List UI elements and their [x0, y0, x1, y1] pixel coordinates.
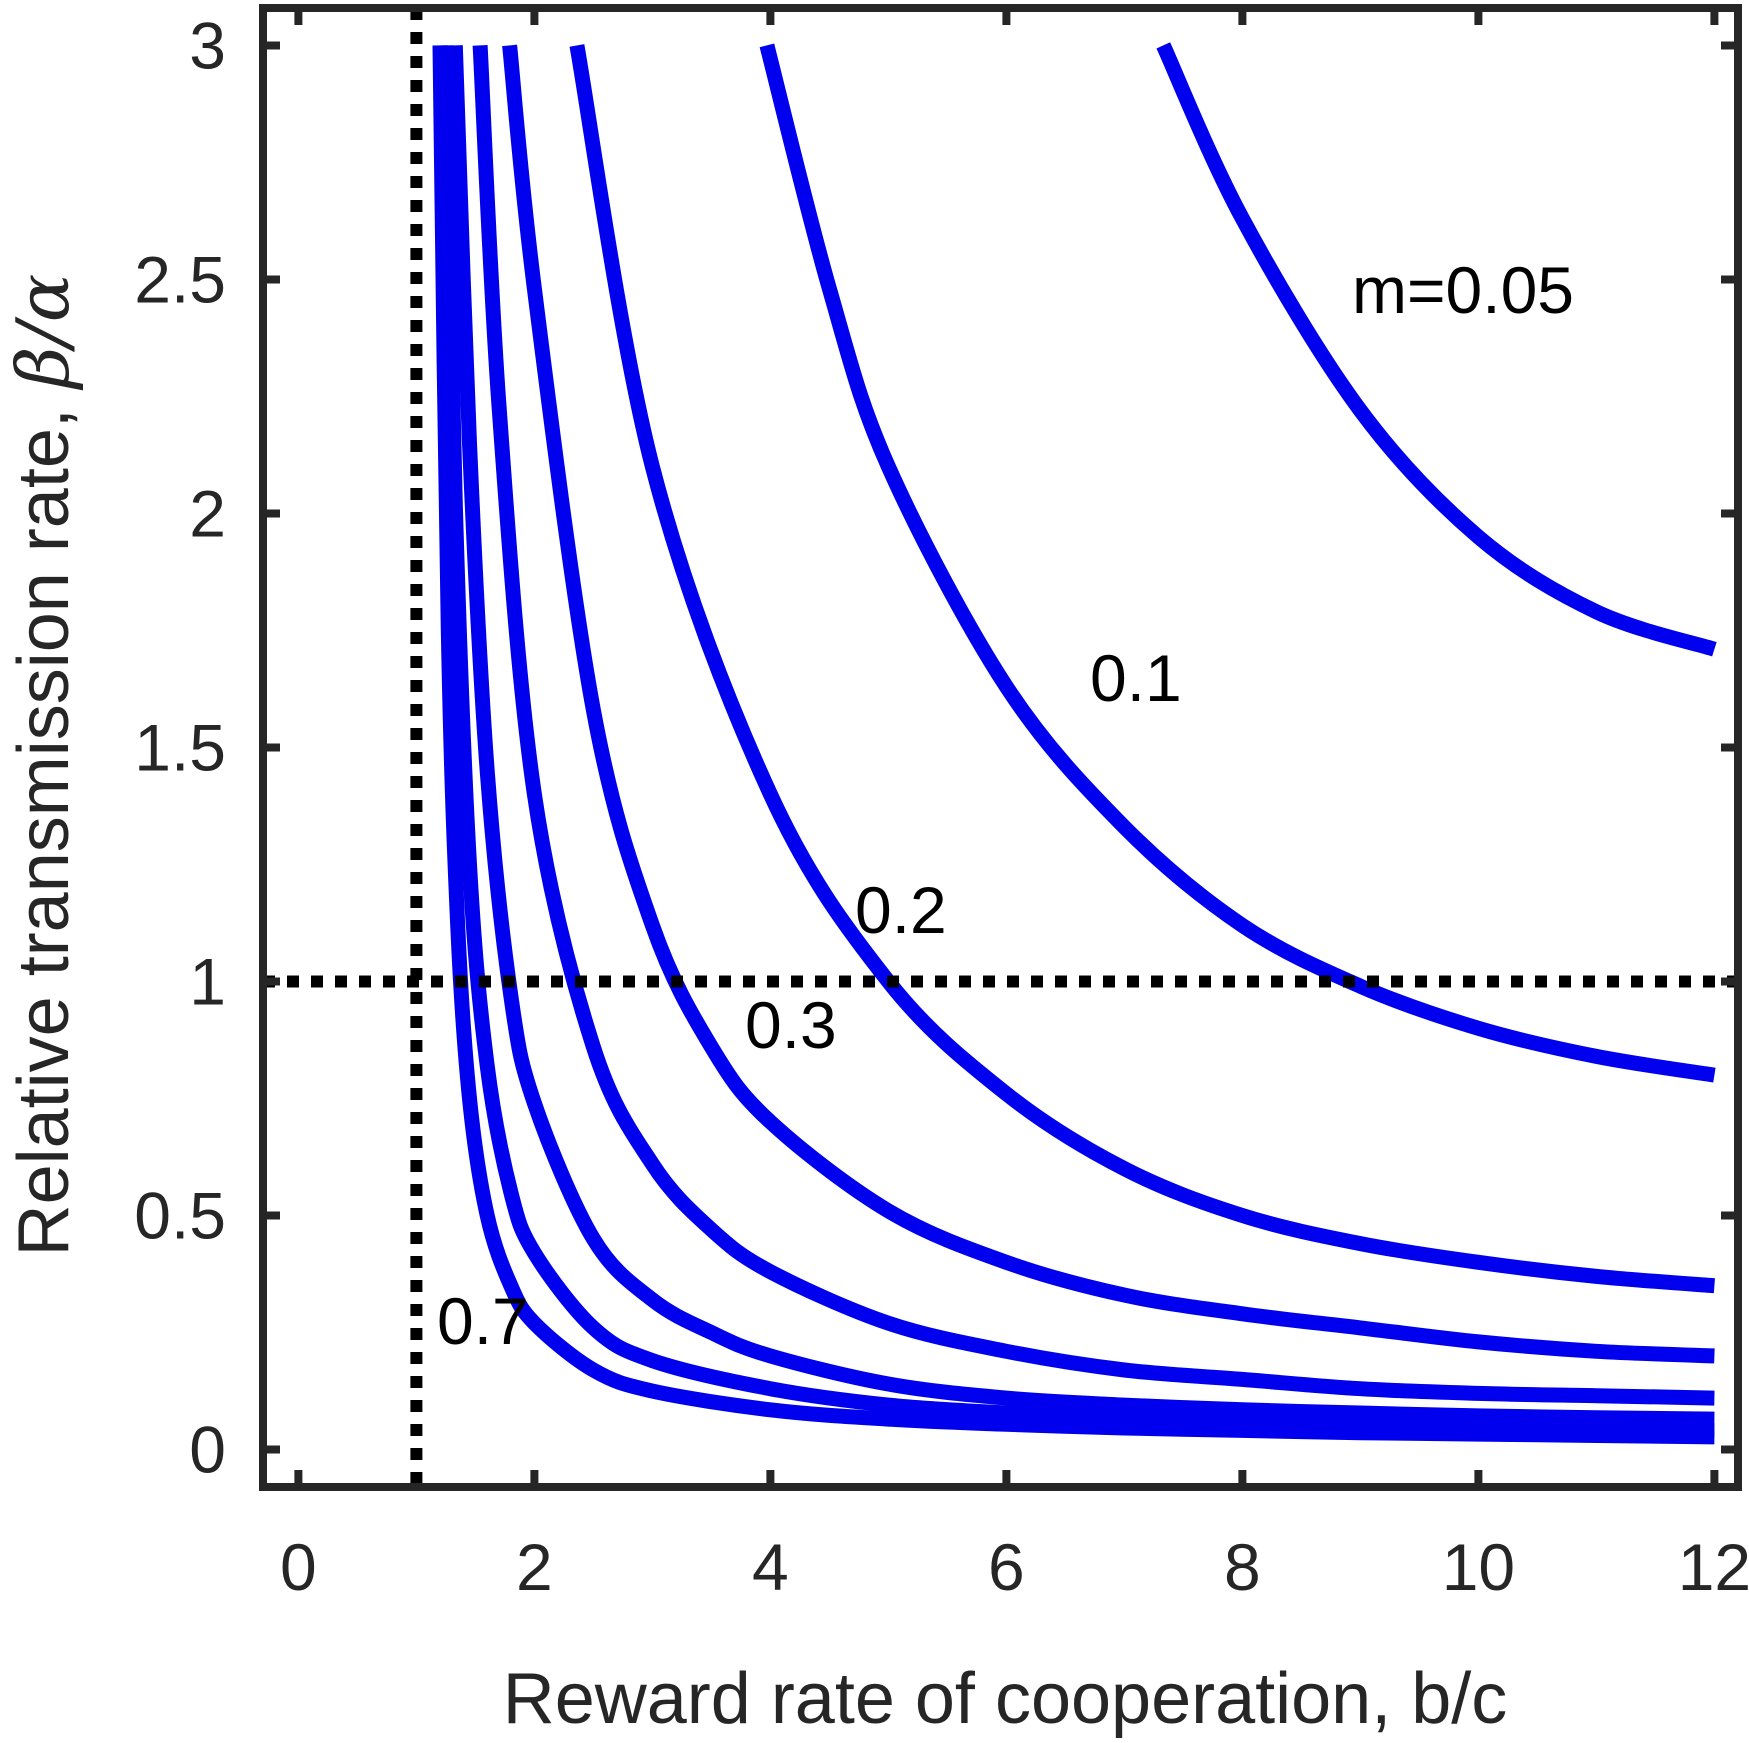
y-tick-label: 2	[189, 476, 226, 550]
x-tick-label: 6	[988, 1530, 1025, 1604]
series-line-m-0_05	[1156, 42, 1717, 657]
series-line-m-0_7	[432, 45, 1715, 1445]
series-line-m-0_2	[569, 44, 1715, 1294]
curve-label-m-0_3: 0.3	[745, 988, 837, 1062]
curve-label-m-0_7: 0.7	[437, 1284, 529, 1358]
axis-ticks	[263, 8, 1738, 1487]
y-tick-labels: 0 0.5 1 1.5 2 2.5 3	[134, 8, 226, 1486]
series-line-m-0_5	[447, 45, 1715, 1427]
x-tick-label: 4	[752, 1530, 789, 1604]
reference-lines	[263, 8, 1738, 1487]
y-axis-title-text: Relative transmission rate,	[4, 388, 84, 1256]
series-line-m-0_1	[759, 43, 1716, 1083]
y-axis-title-symbol: β/α	[1, 274, 85, 392]
series-line-m-0_4	[472, 45, 1715, 1406]
curves-layer	[432, 42, 1717, 1445]
y-tick-label: 1	[189, 945, 226, 1019]
x-tick-label: 10	[1442, 1530, 1515, 1604]
x-tick-label: 2	[516, 1530, 553, 1604]
curve-label-m-0_1: 0.1	[1090, 641, 1182, 715]
y-tick-label: 0.5	[134, 1179, 226, 1253]
y-tick-label: 0	[189, 1413, 226, 1487]
series-line-m-0_3	[502, 44, 1715, 1364]
curve-label-m-0_05: m=0.05	[1352, 253, 1574, 327]
y-tick-label: 2.5	[134, 242, 226, 316]
x-axis-title: Reward rate of cooperation, b/c	[503, 1659, 1508, 1739]
x-tick-label: 0	[280, 1530, 317, 1604]
y-tick-label: 3	[189, 8, 226, 82]
x-tick-label: 12	[1678, 1530, 1749, 1604]
x-tick-label: 8	[1224, 1530, 1261, 1604]
curve-labels: m=0.05 0.1 0.20.3 0.7	[437, 253, 1574, 1358]
x-tick-labels: 0 2 4 6 8 10 12	[280, 1530, 1749, 1604]
curve-label-m-0_2: 0.2	[855, 873, 947, 947]
y-tick-label: 1.5	[134, 711, 226, 785]
y-axis-title: Relative transmission rate, β/α	[1, 274, 85, 1257]
